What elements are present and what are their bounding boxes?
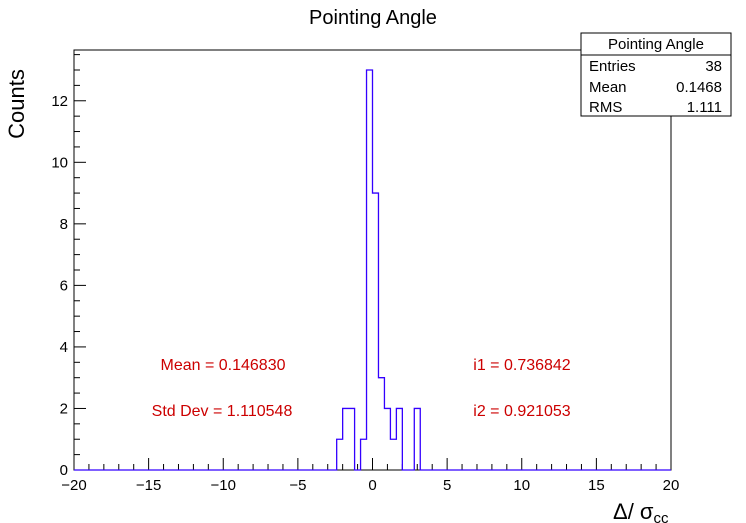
y-tick-label: 6 — [60, 277, 68, 294]
annotation-std-dev: Std Dev = 1.110548 — [152, 403, 293, 420]
x-tick-label: −15 — [136, 477, 161, 494]
stats-box: Pointing Angle Entries 38 Mean 0.1468 RM… — [580, 32, 732, 117]
chart-title: Pointing Angle — [309, 7, 437, 29]
annotation-i2: i2 = 0.921053 — [473, 403, 571, 420]
x-axis-tick-labels: −20 −15 −10 −5 0 5 10 15 20 — [61, 477, 679, 494]
x-tick-label: 15 — [588, 477, 605, 494]
x-tick-label: −10 — [211, 477, 236, 494]
svg-text:Δ/ σcc: Δ/ σcc — [613, 499, 669, 523]
stats-entries-value: 38 — [705, 58, 722, 75]
stats-mean-value: 0.1468 — [676, 79, 722, 96]
x-axis-label-main: Δ/ σ — [613, 499, 654, 523]
y-tick-label: 12 — [51, 93, 68, 110]
x-tick-label: 10 — [513, 477, 530, 494]
x-axis-ticks — [73, 458, 672, 470]
x-tick-label: 0 — [368, 477, 376, 494]
x-tick-label: 20 — [663, 477, 680, 494]
x-axis-label-subscript: cc — [654, 510, 670, 523]
stats-rms-value: 1.111 — [687, 99, 722, 116]
stats-entries-label: Entries — [589, 58, 636, 75]
x-tick-label: −5 — [289, 477, 306, 494]
stats-mean-label: Mean — [589, 79, 627, 96]
y-axis-tick-labels: 0 2 4 6 8 10 12 — [51, 93, 68, 479]
y-axis-label: Counts — [4, 69, 29, 139]
x-axis-label: Δ/ σcc — [613, 499, 669, 523]
stats-box-frame — [580, 32, 732, 117]
y-tick-label: 4 — [60, 339, 68, 356]
y-tick-label: 0 — [60, 462, 68, 479]
stats-rms-label: RMS — [589, 99, 622, 116]
y-tick-label: 2 — [60, 400, 68, 417]
x-tick-label: 5 — [443, 477, 451, 494]
y-tick-label: 8 — [60, 216, 68, 233]
y-tick-label: 10 — [51, 154, 68, 171]
stats-box-title: Pointing Angle — [608, 36, 704, 53]
annotation-i1: i1 = 0.736842 — [473, 357, 571, 374]
y-axis-ticks — [74, 54, 86, 471]
annotation-mean: Mean = 0.146830 — [161, 357, 286, 374]
histogram-series — [74, 69, 671, 471]
x-tick-label: −20 — [61, 477, 86, 494]
